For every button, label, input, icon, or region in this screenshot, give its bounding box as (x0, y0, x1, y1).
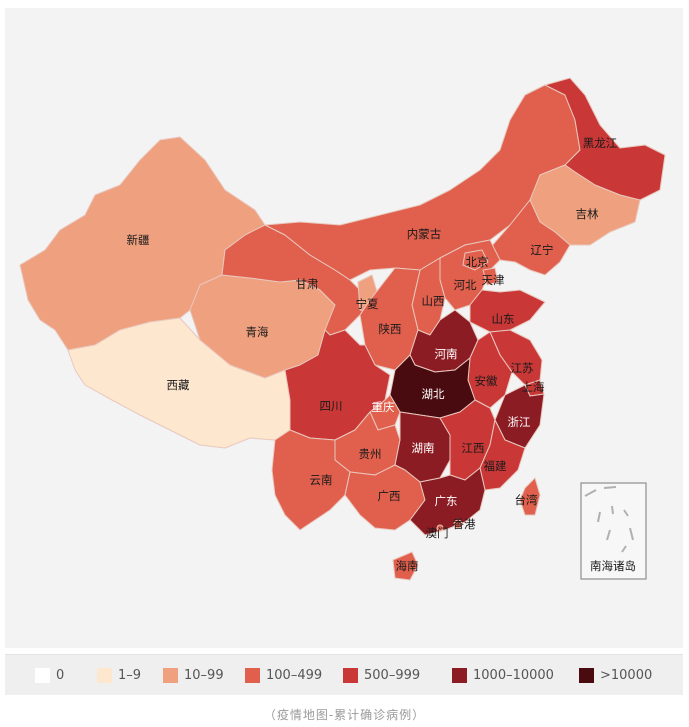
region-fujian[interactable] (479, 419, 526, 491)
label-tianjin: 天津 (482, 273, 505, 287)
label-hunan: 湖南 (412, 441, 435, 455)
legend-item-2[interactable]: 10–99 (163, 667, 224, 683)
label-xianggang: 香港 (453, 517, 476, 531)
label-ningxia: 宁夏 (356, 297, 379, 311)
label-shaanxi: 陕西 (379, 322, 402, 336)
legend-swatch (245, 667, 260, 683)
legend-label: >10000 (600, 667, 653, 683)
legend-item-0[interactable]: 0 (35, 667, 64, 683)
label-hubei: 湖北 (422, 387, 445, 401)
region-shandong[interactable] (469, 289, 546, 333)
label-jiangsu: 江苏 (511, 361, 534, 375)
legend-swatch (97, 667, 112, 683)
figure-caption: （疫情地图-累计确诊病例） (263, 708, 426, 722)
china-map: 新疆 西藏 青海 甘肃 内蒙古 黑龙江 吉林 辽宁 北京 天津 河北 山西 宁夏… (19, 77, 666, 581)
legend-label: 500–999 (364, 667, 421, 683)
region-beijing[interactable] (462, 249, 489, 271)
label-taiwan: 台湾 (515, 493, 538, 507)
label-guizhou: 贵州 (359, 447, 382, 461)
label-jilin: 吉林 (576, 207, 599, 221)
legend-item-6[interactable]: >10000 (579, 667, 652, 683)
nanhai-inset (580, 482, 647, 580)
label-guangdong: 广东 (435, 494, 458, 508)
region-hainan[interactable] (392, 551, 419, 581)
label-shanxi: 山西 (422, 294, 445, 308)
legend-swatch (452, 667, 467, 683)
label-nanhai: 南海诸岛 (590, 559, 636, 573)
label-hebei: 河北 (454, 278, 477, 292)
label-aomen: 澳门 (426, 526, 449, 540)
label-henan: 河南 (435, 347, 458, 361)
legend-label: 1000–10000 (473, 667, 554, 683)
legend-swatch (343, 667, 358, 683)
region-tianjin[interactable] (482, 267, 499, 286)
label-qinghai: 青海 (246, 325, 269, 339)
label-anhui: 安徽 (475, 374, 498, 388)
label-jiangxi: 江西 (462, 441, 485, 455)
label-shandong: 山东 (492, 312, 515, 326)
label-gansu: 甘肃 (296, 277, 319, 291)
legend-label: 100–499 (266, 667, 323, 683)
label-heilongjiang: 黑龙江 (583, 136, 618, 150)
region-yunnan[interactable] (271, 429, 351, 531)
legend-swatch (579, 667, 594, 683)
legend-item-3[interactable]: 100–499 (245, 667, 322, 683)
label-shanghai: 上海 (522, 380, 545, 394)
legend-label: 10–99 (184, 667, 224, 683)
legend-item-1[interactable]: 1–9 (97, 667, 141, 683)
region-xianggang[interactable] (453, 519, 463, 529)
region-guangdong[interactable] (409, 467, 486, 536)
legend-item-4[interactable]: 500–999 (343, 667, 420, 683)
label-xinjiang: 新疆 (127, 233, 150, 247)
legend: 0 1–9 10–99 100–499 500–999 1000–10000 >… (5, 654, 683, 695)
legend-swatch (163, 667, 178, 683)
label-yunnan: 云南 (310, 473, 333, 487)
label-xizang: 西藏 (167, 378, 190, 392)
region-taiwan[interactable] (519, 477, 541, 516)
label-sichuan: 四川 (320, 399, 343, 413)
label-guangxi: 广西 (378, 489, 401, 503)
legend-item-5[interactable]: 1000–10000 (452, 667, 554, 683)
label-neimenggu: 内蒙古 (407, 227, 442, 241)
legend-swatch (35, 667, 50, 683)
label-fujian: 福建 (484, 459, 507, 473)
label-chongqing: 重庆 (372, 400, 395, 414)
legend-label: 0 (56, 667, 65, 683)
legend-label: 1–9 (118, 667, 142, 683)
label-hainan: 海南 (396, 559, 419, 573)
region-aomen[interactable] (436, 524, 444, 532)
label-liaoning: 辽宁 (531, 243, 554, 257)
label-beijing: 北京 (466, 255, 489, 269)
label-zhejiang: 浙江 (508, 415, 531, 429)
